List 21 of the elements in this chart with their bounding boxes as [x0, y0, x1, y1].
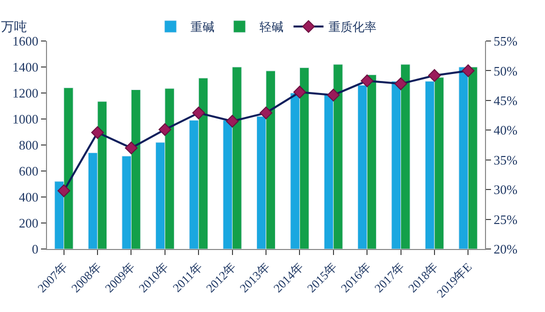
y-tick-label: 1000: [12, 112, 38, 127]
y-tick-label: 1600: [12, 34, 38, 49]
y2-tick-label: 30%: [494, 182, 518, 198]
y2-tick-label: 50%: [494, 63, 518, 78]
legend-label: 重质化率: [328, 20, 376, 34]
y2-tick-label: 25%: [494, 212, 518, 227]
y2-tick-label: 35%: [494, 152, 518, 168]
y-tick-label: 1200: [12, 86, 38, 101]
legend-label: 轻碱: [260, 20, 284, 34]
y-tick-label: 0: [32, 242, 38, 257]
y-tick-label: 400: [18, 190, 38, 205]
y2-tick-label: 55%: [494, 34, 518, 49]
y-tick-label: 200: [18, 216, 38, 231]
y-tick-label: 800: [18, 138, 38, 153]
legend-label: 重碱: [190, 20, 214, 34]
y-tick-label: 600: [18, 164, 38, 179]
y2-tick-label: 20%: [494, 242, 518, 257]
y-tick-label: 1400: [12, 60, 38, 75]
y2-tick-label: 40%: [494, 122, 518, 138]
y-axis-title: 万吨: [1, 20, 27, 35]
y2-tick-label: 45%: [494, 92, 518, 108]
